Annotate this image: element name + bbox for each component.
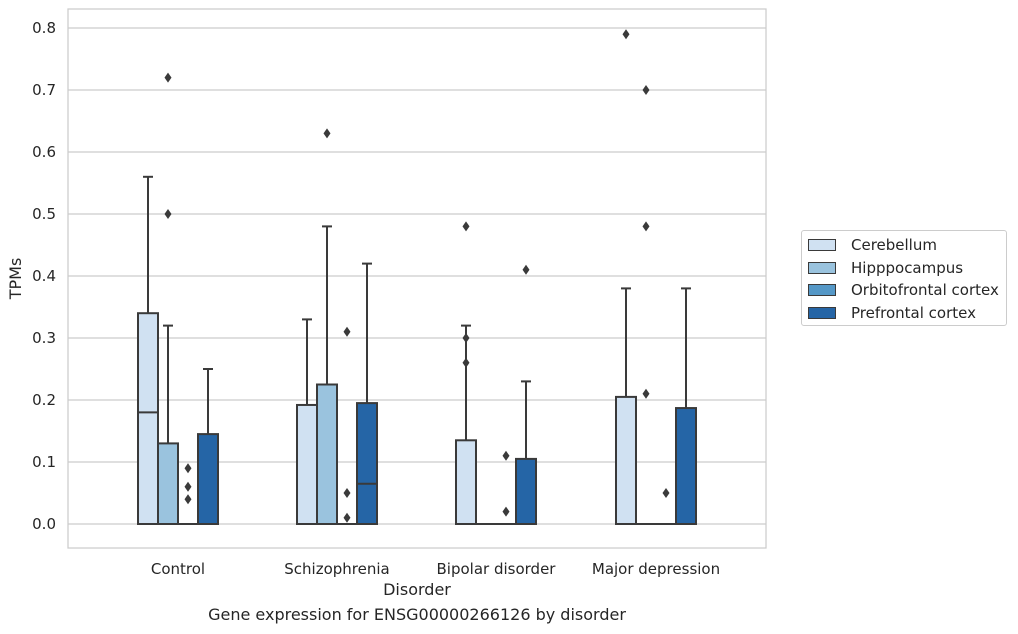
outlier-point — [522, 264, 530, 275]
y-tick-label: 0.7 — [32, 81, 56, 99]
y-tick-label: 0.2 — [32, 391, 56, 409]
outlier-point — [164, 209, 172, 219]
box-prefrontal-cortex-major-depression — [675, 287, 697, 525]
y-tick-label: 0.0 — [32, 515, 56, 533]
box — [197, 433, 219, 526]
outlier-point — [662, 488, 670, 498]
box — [356, 402, 378, 526]
legend-item-hippocampus: Hipppocampus — [808, 258, 963, 278]
box — [615, 395, 637, 525]
legend-label: Orbitofrontal cortex — [851, 281, 999, 299]
box-cerebellum-schizophrenia — [296, 318, 318, 525]
chart-legend: Cerebellum Hipppocampus Orbitofrontal co… — [801, 230, 1007, 326]
gridlines — [68, 27, 766, 525]
x-axis-label: Disorder — [383, 580, 451, 599]
box — [157, 442, 179, 525]
y-tick-label: 0.4 — [32, 267, 56, 285]
box — [316, 383, 338, 525]
outlier-point — [462, 221, 470, 232]
outlier-point — [184, 481, 192, 492]
box-prefrontal-cortex-schizophrenia — [356, 262, 378, 526]
box — [515, 457, 537, 525]
y-tick-label: 0.3 — [32, 329, 56, 347]
legend-label: Prefrontal cortex — [851, 304, 976, 322]
box-hipppocampus-schizophrenia — [316, 128, 338, 525]
legend-label: Cerebellum — [851, 236, 937, 254]
outlier-point — [502, 450, 510, 461]
legend-swatch — [808, 262, 836, 274]
x-tick-label: Schizophrenia — [284, 560, 389, 578]
legend-item-cerebellum: Cerebellum — [808, 235, 937, 255]
box-hipppocampus-control — [157, 72, 179, 525]
outlier-point — [622, 29, 630, 40]
outlier-point — [642, 85, 650, 95]
legend-item-prefrontal-cortex: Prefrontal cortex — [808, 303, 976, 323]
outlier-point — [164, 72, 172, 83]
legend-label: Hipppocampus — [851, 259, 964, 277]
outlier-point — [642, 388, 650, 399]
y-tick-label: 0.6 — [32, 143, 56, 161]
box-marks — [137, 29, 697, 526]
y-tick-label: 0.8 — [32, 19, 56, 37]
outlier-point — [343, 512, 351, 523]
outlier-point — [462, 357, 470, 368]
y-tick-label: 0.1 — [32, 453, 56, 471]
box-hipppocampus-major-depression — [636, 85, 656, 525]
x-tick-label: Control — [151, 560, 205, 578]
outlier-point — [462, 333, 470, 343]
x-tick-label: Major depression — [592, 560, 720, 578]
outlier-point — [184, 463, 192, 474]
box-cerebellum-control — [137, 175, 159, 526]
y-axis-label: TPMs — [6, 258, 25, 301]
outlier-point — [184, 494, 192, 505]
legend-swatch — [808, 284, 836, 296]
outlier-point — [642, 221, 650, 232]
box-orbitofrontal-cortex-schizophrenia — [337, 326, 357, 525]
box — [296, 403, 318, 525]
outlier-point — [502, 506, 510, 517]
x-tick-label: Bipolar disorder — [437, 560, 557, 578]
box — [137, 312, 159, 526]
box — [455, 439, 477, 525]
box-prefrontal-cortex-control — [197, 368, 219, 526]
box-orbitofrontal-cortex-control — [178, 463, 198, 525]
y-tick-label: 0.5 — [32, 205, 56, 223]
box-orbitofrontal-cortex-bipolar-disorder — [496, 450, 516, 525]
box-prefrontal-cortex-bipolar-disorder — [515, 264, 537, 525]
outlier-point — [323, 128, 331, 139]
outlier-point — [343, 488, 351, 498]
plot-area-frame — [67, 8, 767, 549]
legend-swatch — [808, 307, 836, 319]
box-cerebellum-major-depression — [615, 29, 637, 525]
box — [675, 407, 697, 525]
tick-labels: 0.0 0.1 0.2 0.3 0.4 0.5 0.6 0.7 0.8 Control Schizo… — [32, 19, 720, 578]
box-orbitofrontal-cortex-major-depression — [656, 488, 676, 525]
outlier-point — [343, 326, 351, 337]
chart-title: Gene expression for ENSG00000266126 by d… — [208, 605, 626, 624]
legend-item-orbitofrontal-cortex: Orbitofrontal cortex — [808, 280, 999, 300]
box-cerebellum-bipolar-disorder — [455, 221, 477, 525]
legend-swatch — [808, 239, 836, 251]
